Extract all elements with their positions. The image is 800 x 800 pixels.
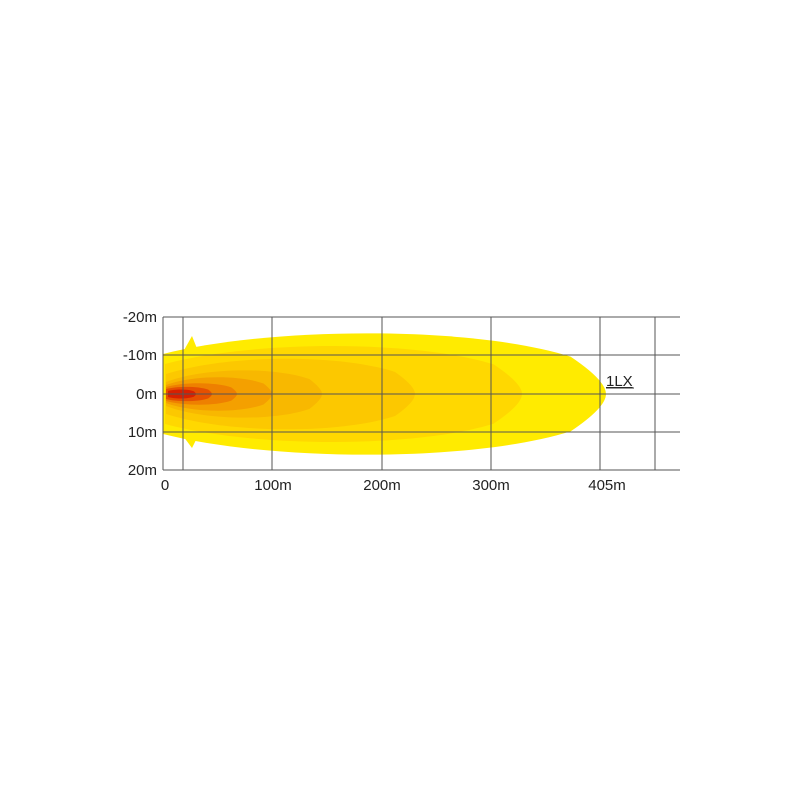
x-tick-label: 100m [254, 477, 292, 494]
y-tick-label: 0m [136, 386, 157, 403]
x-tick-label: 405m [588, 477, 626, 494]
isolux-annotation: 1LX [606, 373, 633, 390]
x-axis-labels: 0 100m 200m 300m 405m [161, 477, 626, 494]
x-tick-label: 0 [161, 477, 169, 494]
x-tick-label: 200m [363, 477, 401, 494]
y-tick-label: 10m [128, 424, 157, 441]
y-tick-label: -10m [123, 347, 157, 364]
y-tick-label: -20m [123, 309, 157, 326]
y-tick-label: 20m [128, 462, 157, 479]
x-tick-label: 300m [472, 477, 510, 494]
y-axis-labels: -20m -10m 0m 10m 20m [123, 309, 157, 479]
grid-lines [162, 316, 680, 471]
